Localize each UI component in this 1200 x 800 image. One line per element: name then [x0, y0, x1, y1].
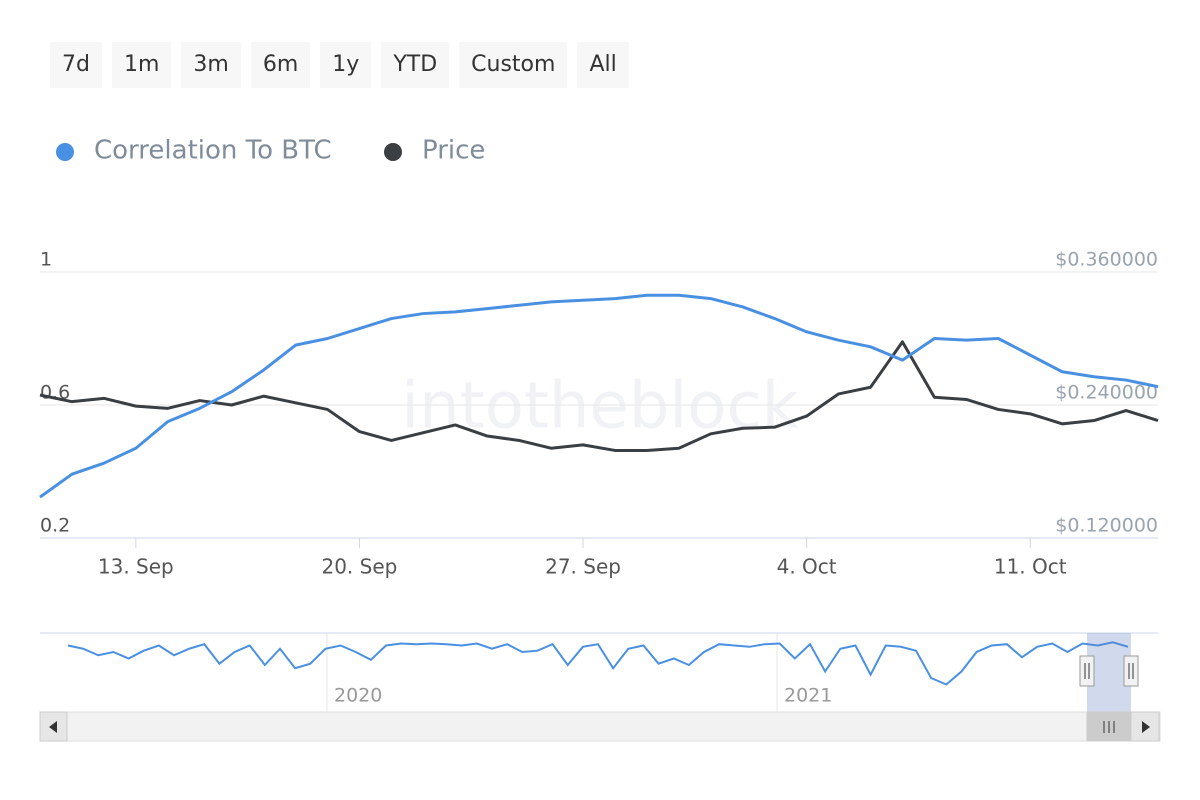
legend-label: Correlation To BTC: [94, 136, 332, 166]
legend-label: Price: [422, 136, 485, 166]
arrow: [49, 721, 57, 733]
navigator-handle[interactable]: [1079, 655, 1095, 687]
series-line: [39, 293, 1159, 499]
y-tick-label: 0.2: [40, 515, 70, 537]
range-button[interactable]: 7d: [50, 42, 102, 88]
x-tick-label: 13. Sep: [98, 555, 174, 579]
range-button[interactable]: 6m: [250, 42, 311, 88]
legend-marker: [384, 143, 402, 161]
x-tick-label: 27. Sep: [545, 555, 621, 579]
y-tick-label: 1: [40, 249, 52, 271]
range-button[interactable]: All: [577, 42, 629, 88]
legend-marker: [56, 143, 74, 161]
range-button[interactable]: Custom: [459, 42, 568, 88]
y2-tick-label: $0.360000: [1055, 249, 1158, 271]
navigator-label: 2021: [784, 685, 832, 707]
range-selector: 7d 1m 3m 6m 1y YTD Custom All: [50, 42, 629, 88]
navigator-line: [67, 641, 1129, 686]
navigator-label: 2020: [334, 685, 382, 707]
arrow: [1142, 721, 1150, 733]
x-tick-label: 11. Oct: [994, 555, 1067, 579]
x-tick-label: 4. Oct: [777, 555, 837, 579]
y2-tick-label: $0.240000: [1055, 382, 1158, 404]
range-button[interactable]: 1m: [111, 42, 172, 88]
y2-tick-label: $0.120000: [1055, 515, 1158, 537]
range-button[interactable]: 1y: [320, 42, 372, 88]
series-line: [39, 340, 1159, 452]
range-button[interactable]: YTD: [381, 42, 450, 88]
x-tick-label: 20. Sep: [321, 555, 397, 579]
range-button[interactable]: 3m: [181, 42, 241, 88]
navigator-handle[interactable]: [1123, 655, 1139, 687]
watermark: intotheblock: [401, 370, 798, 444]
scrollbar-track: [39, 711, 1161, 742]
